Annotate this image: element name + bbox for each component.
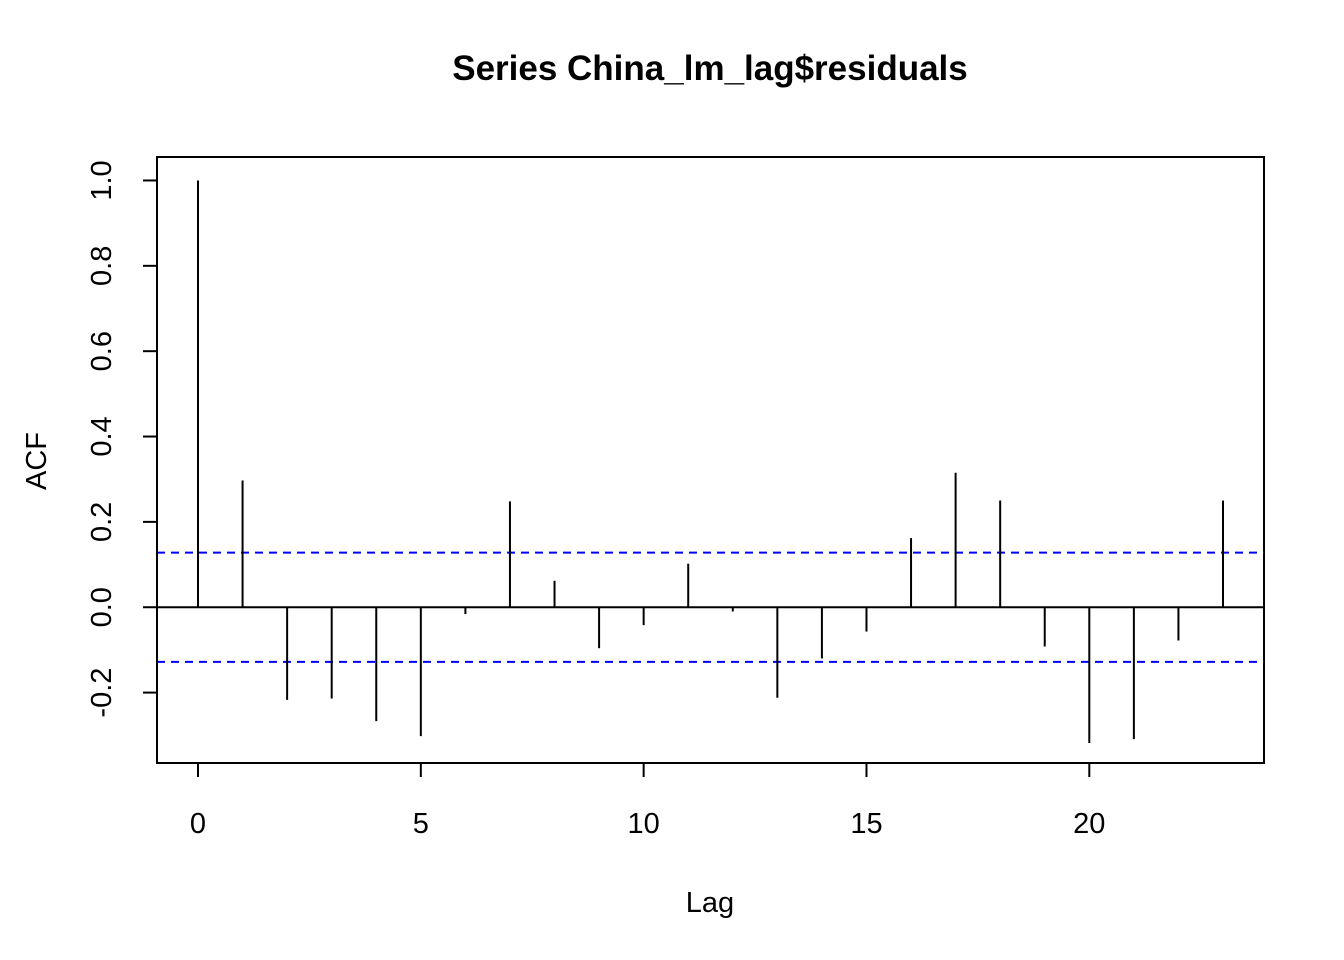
x-tick-label-10: 10 bbox=[628, 808, 660, 840]
x-axis-label: Lag bbox=[686, 887, 734, 919]
y-tick-label-0: -0.2 bbox=[86, 668, 118, 718]
acf-bars bbox=[197, 180, 1224, 743]
y-tick-label-5: 0.8 bbox=[86, 246, 118, 286]
y-tick-label-6: 1.0 bbox=[86, 160, 118, 200]
y-tick-label-3: 0.4 bbox=[86, 416, 118, 456]
y-axis-label: ACF bbox=[21, 432, 53, 490]
y-tick-label-4: 0.6 bbox=[86, 331, 118, 371]
x-axis: 0 5 10 15 20 bbox=[190, 762, 1105, 840]
x-tick-label-5: 5 bbox=[413, 808, 429, 840]
x-tick-label-20: 20 bbox=[1073, 808, 1105, 840]
y-tick-label-2: 0.2 bbox=[86, 502, 118, 542]
chart-title: Series China_lm_lag$residuals bbox=[452, 49, 968, 88]
plot-frame bbox=[156, 156, 1265, 764]
x-tick-label-0: 0 bbox=[190, 808, 206, 840]
y-axis: -0.2 0.0 0.2 0.4 0.6 0.8 1.0 bbox=[86, 160, 158, 718]
y-tick-label-1: 0.0 bbox=[86, 587, 118, 627]
x-tick-label-15: 15 bbox=[850, 808, 882, 840]
